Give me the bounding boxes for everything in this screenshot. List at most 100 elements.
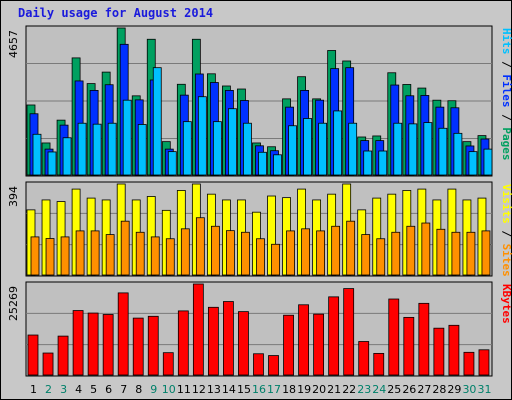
bar-hits <box>348 122 358 176</box>
bar-hits <box>438 127 448 176</box>
bar-sites <box>210 225 220 276</box>
bar-sites <box>286 230 295 276</box>
bar-sites <box>135 231 145 276</box>
x-tick-label: 2 <box>45 383 52 396</box>
bar-hits <box>47 151 57 176</box>
bar-sites <box>436 228 446 276</box>
bar-sites <box>195 217 205 276</box>
bar-kbytes <box>253 353 264 376</box>
x-tick-label: 4 <box>75 383 82 396</box>
bar-hits <box>182 121 192 176</box>
x-tick-label: 3 <box>60 383 67 396</box>
bar-kbytes <box>373 352 385 376</box>
bar-hits <box>303 118 312 176</box>
bar-hits <box>423 122 433 176</box>
x-tick-label: 8 <box>135 383 142 396</box>
x-tick-label: 13 <box>207 383 221 396</box>
bar-hits <box>137 124 147 176</box>
x-tick-label: 25 <box>387 383 401 396</box>
bar-kbytes <box>117 292 129 376</box>
x-tick-label: 11 <box>177 383 191 396</box>
x-tick-label: 20 <box>312 383 326 396</box>
bar-hits <box>228 108 237 176</box>
bar-sites <box>331 225 341 276</box>
bar-hits <box>273 154 282 176</box>
y-max-label: 4657 <box>7 30 20 58</box>
bar-kbytes <box>448 324 460 376</box>
bar-hits <box>363 150 373 176</box>
bar-sites <box>45 238 55 276</box>
bar-kbytes <box>388 298 400 376</box>
x-tick-label: 17 <box>267 383 281 396</box>
y-max-label: 25269 <box>7 286 20 321</box>
bar-sites <box>165 238 175 276</box>
legend-label: KBytes <box>500 284 512 324</box>
x-tick-label: 10 <box>162 383 176 396</box>
bar-kbytes <box>42 352 54 376</box>
x-tick-label: 22 <box>342 383 356 396</box>
x-tick-label: 14 <box>222 383 236 396</box>
bar-sites <box>30 236 40 276</box>
bar-kbytes <box>207 306 219 376</box>
bar-sites <box>226 230 235 276</box>
x-tick-label: 30 <box>462 383 476 396</box>
bar-kbytes <box>268 355 279 376</box>
bar-hits <box>32 133 42 176</box>
x-tick-label: 1 <box>30 383 37 396</box>
x-tick-label: 29 <box>447 383 461 396</box>
bar-kbytes <box>72 310 84 376</box>
bar-hits <box>152 67 162 176</box>
bar-sites <box>180 228 190 276</box>
bar-kbytes <box>313 313 325 376</box>
bar-hits <box>197 96 207 176</box>
bar-kbytes <box>463 351 475 376</box>
bar-hits <box>483 148 493 176</box>
bar-kbytes <box>238 311 249 376</box>
x-tick-label: 27 <box>417 383 431 396</box>
bar-sites <box>481 230 491 276</box>
bar-sites <box>361 234 371 276</box>
bar-sites <box>150 236 160 276</box>
bar-sites <box>301 228 310 276</box>
bar-hits <box>453 132 463 176</box>
bar-kbytes <box>102 314 114 376</box>
bar-hits <box>318 122 328 176</box>
x-tick-label: 19 <box>297 383 311 396</box>
bar-kbytes <box>147 315 159 376</box>
chart-title: Daily usage for August 2014 <box>18 6 214 20</box>
bar-hits <box>107 122 117 176</box>
bar-hits <box>333 110 343 176</box>
bar-hits <box>62 137 72 176</box>
bar-sites <box>271 243 280 276</box>
bar-sites <box>376 238 386 276</box>
bar-hits <box>243 122 252 176</box>
x-tick-label: 7 <box>120 383 127 396</box>
x-tick-label: 24 <box>372 383 386 396</box>
x-tick-label: 9 <box>150 383 157 396</box>
bar-kbytes <box>328 296 340 376</box>
bar-sites <box>75 230 85 276</box>
x-tick-label: 16 <box>252 383 266 396</box>
bar-kbytes <box>478 349 490 376</box>
bar-sites <box>406 225 416 276</box>
bar-sites <box>60 236 70 276</box>
bar-hits <box>92 123 102 176</box>
bar-kbytes <box>192 283 204 376</box>
bar-kbytes <box>418 302 430 376</box>
bar-hits <box>167 151 177 176</box>
bar-kbytes <box>132 317 144 376</box>
bar-hits <box>408 123 418 176</box>
bar-kbytes <box>358 341 370 376</box>
bar-kbytes <box>87 312 99 376</box>
bar-sites <box>421 222 431 276</box>
legend-label: Hits / Files / Pages <box>500 28 512 161</box>
x-tick-label: 26 <box>402 383 416 396</box>
x-tick-label: 21 <box>327 383 341 396</box>
bar-kbytes <box>223 301 234 376</box>
x-tick-label: 5 <box>90 383 97 396</box>
bar-kbytes <box>162 352 174 376</box>
bar-hits <box>288 125 297 176</box>
x-tick-label: 31 <box>477 383 491 396</box>
bar-hits <box>258 151 267 176</box>
